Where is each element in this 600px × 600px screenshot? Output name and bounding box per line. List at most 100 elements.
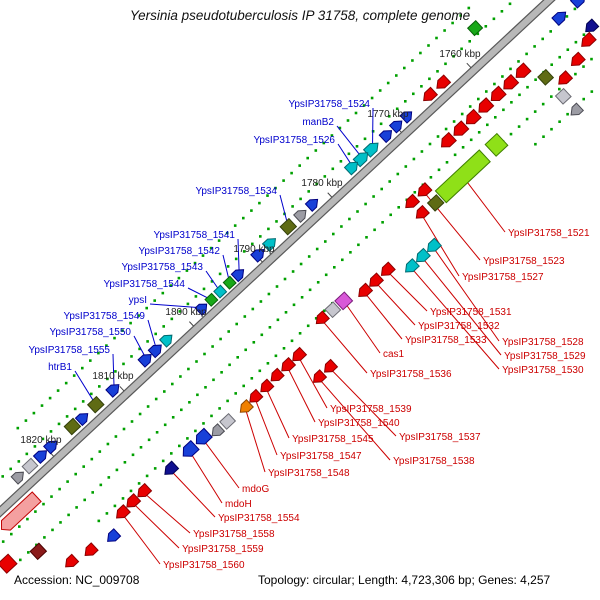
gene-arrow[interactable] xyxy=(402,258,420,276)
gene-label[interactable]: YpsIP31758_1529 xyxy=(504,351,586,362)
gene-arrow[interactable] xyxy=(289,346,308,364)
gene-arrow[interactable] xyxy=(29,542,48,561)
gene-label[interactable]: YpsIP31758_1541 xyxy=(153,230,235,241)
gene-arrow[interactable] xyxy=(268,367,285,384)
gene-arrow[interactable] xyxy=(310,369,328,386)
gene-label[interactable]: YpsIP31758_1526 xyxy=(253,135,335,146)
gene-arrow[interactable] xyxy=(21,457,39,475)
gene-label[interactable]: YpsIP31758_1531 xyxy=(430,307,512,318)
gene-arrow[interactable] xyxy=(250,246,267,263)
gene-arrow[interactable] xyxy=(257,378,275,395)
gene-label[interactable]: manB2 xyxy=(302,117,334,128)
gene-label[interactable]: YpsIP31758_1527 xyxy=(462,272,544,283)
gene-arrow[interactable] xyxy=(554,87,572,105)
gene-arrow[interactable] xyxy=(246,388,264,406)
gene-arrow[interactable] xyxy=(466,19,484,37)
gene-arrow[interactable] xyxy=(32,447,50,464)
gene-arrow[interactable] xyxy=(413,247,431,265)
gene-label[interactable]: YpsIP31758_1530 xyxy=(502,365,584,376)
gene-label[interactable]: YpsIP31758_1545 xyxy=(292,434,374,445)
gene-label[interactable]: YpsIP31758_1548 xyxy=(268,468,350,479)
gene-arrow[interactable] xyxy=(578,31,597,50)
gene-arrow[interactable] xyxy=(278,356,297,375)
gene-arrow[interactable] xyxy=(450,120,470,139)
gene-arrow[interactable] xyxy=(161,460,180,478)
gene-arrow[interactable] xyxy=(438,131,457,151)
gene-label[interactable]: YpsIP31758_1558 xyxy=(193,529,275,540)
gene-label[interactable]: cas1 xyxy=(383,349,405,360)
gene-label[interactable]: YpsIP31758_1528 xyxy=(502,337,584,348)
gene-arrow[interactable] xyxy=(378,261,396,279)
gene-label[interactable]: YpsIP31758_1533 xyxy=(405,335,487,346)
gene-arrow[interactable] xyxy=(551,8,569,27)
gene-arrow[interactable] xyxy=(123,493,142,511)
gene-arrow[interactable] xyxy=(10,469,27,485)
gene-arrow[interactable] xyxy=(569,0,589,9)
gene-label[interactable]: ypsI xyxy=(129,295,147,306)
gene-arrow[interactable] xyxy=(0,553,18,574)
gene-arrow[interactable] xyxy=(313,310,330,327)
gene-arrow[interactable] xyxy=(355,282,374,300)
gene-arrow[interactable] xyxy=(86,395,105,414)
gene-arrow[interactable] xyxy=(537,68,555,86)
gene-label[interactable]: YpsIP31758_1532 xyxy=(418,321,500,332)
gene-arrow[interactable] xyxy=(484,132,509,157)
gene-arrow[interactable] xyxy=(463,108,482,127)
gene-arrow[interactable] xyxy=(433,74,452,92)
gene-label[interactable]: YpsIP31758_1544 xyxy=(103,279,185,290)
gene-arrow[interactable] xyxy=(413,204,430,222)
gene-arrow[interactable] xyxy=(582,18,600,35)
gene-label[interactable]: YpsIP31758_1560 xyxy=(163,560,245,571)
gene-arrow[interactable] xyxy=(194,300,210,317)
gene-arrow[interactable] xyxy=(304,196,321,212)
gene-arrow[interactable] xyxy=(82,542,99,559)
gene-arrow[interactable] xyxy=(261,235,279,252)
gene-arrow[interactable] xyxy=(74,410,92,427)
gene-label[interactable]: YpsIP31758_1537 xyxy=(399,432,481,443)
gene-arrow[interactable] xyxy=(568,102,585,118)
gene-arrow[interactable] xyxy=(105,381,122,398)
gene-arrow[interactable] xyxy=(555,70,574,88)
gene-arrow[interactable] xyxy=(113,504,131,522)
gene-arrow[interactable] xyxy=(209,423,226,439)
gene-arrow[interactable] xyxy=(222,275,237,290)
gene-arrow[interactable] xyxy=(192,427,213,448)
gene-arrow[interactable] xyxy=(292,207,310,223)
gene-arrow[interactable] xyxy=(378,127,395,144)
gene-arrow[interactable] xyxy=(420,86,439,104)
gene-arrow[interactable] xyxy=(500,73,520,93)
gene-arrow[interactable] xyxy=(137,351,154,368)
gene-label[interactable]: mdoG xyxy=(242,484,269,495)
gene-label[interactable]: htrB1 xyxy=(48,362,72,373)
gene-label[interactable]: YpsIP31758_1543 xyxy=(121,262,203,273)
gene-arrow[interactable] xyxy=(179,439,200,461)
gene-arrow[interactable] xyxy=(43,438,60,455)
gene-arrow[interactable] xyxy=(134,482,153,501)
gene-arrow[interactable] xyxy=(475,97,495,116)
gene-arrow[interactable] xyxy=(402,193,421,211)
gene-arrow[interactable] xyxy=(426,194,445,212)
gene-label[interactable]: YpsIP31758_1536 xyxy=(370,369,452,380)
gene-label[interactable]: YpsIP31758_1550 xyxy=(49,327,131,338)
gene-arrow[interactable] xyxy=(415,182,433,200)
gene-label[interactable]: YpsIP31758_1542 xyxy=(138,246,220,257)
gene-label[interactable]: YpsIP31758_1549 xyxy=(63,311,145,322)
gene-label[interactable]: mdoH xyxy=(225,499,252,510)
gene-arrow[interactable] xyxy=(434,149,491,204)
gene-arrow[interactable] xyxy=(488,85,507,104)
gene-arrow[interactable] xyxy=(321,358,339,376)
gene-label[interactable]: YpsIP31758_1559 xyxy=(182,544,264,555)
gene-arrow[interactable] xyxy=(147,341,164,359)
gene-arrow[interactable] xyxy=(279,217,298,236)
gene-label[interactable]: YpsIP31758_1540 xyxy=(318,418,400,429)
gene-arrow[interactable] xyxy=(204,292,219,307)
gene-arrow[interactable] xyxy=(366,272,385,290)
gene-arrow[interactable] xyxy=(237,399,254,416)
gene-arrow[interactable] xyxy=(62,553,80,570)
gene-arrow[interactable] xyxy=(219,412,237,430)
gene-arrow[interactable] xyxy=(424,237,442,255)
gene-label[interactable]: YpsIP31758_1524 xyxy=(288,99,370,110)
gene-label[interactable]: YpsIP31758_1547 xyxy=(280,451,362,462)
gene-label[interactable]: YpsIP31758_1521 xyxy=(508,228,590,239)
gene-arrow[interactable] xyxy=(230,266,247,283)
